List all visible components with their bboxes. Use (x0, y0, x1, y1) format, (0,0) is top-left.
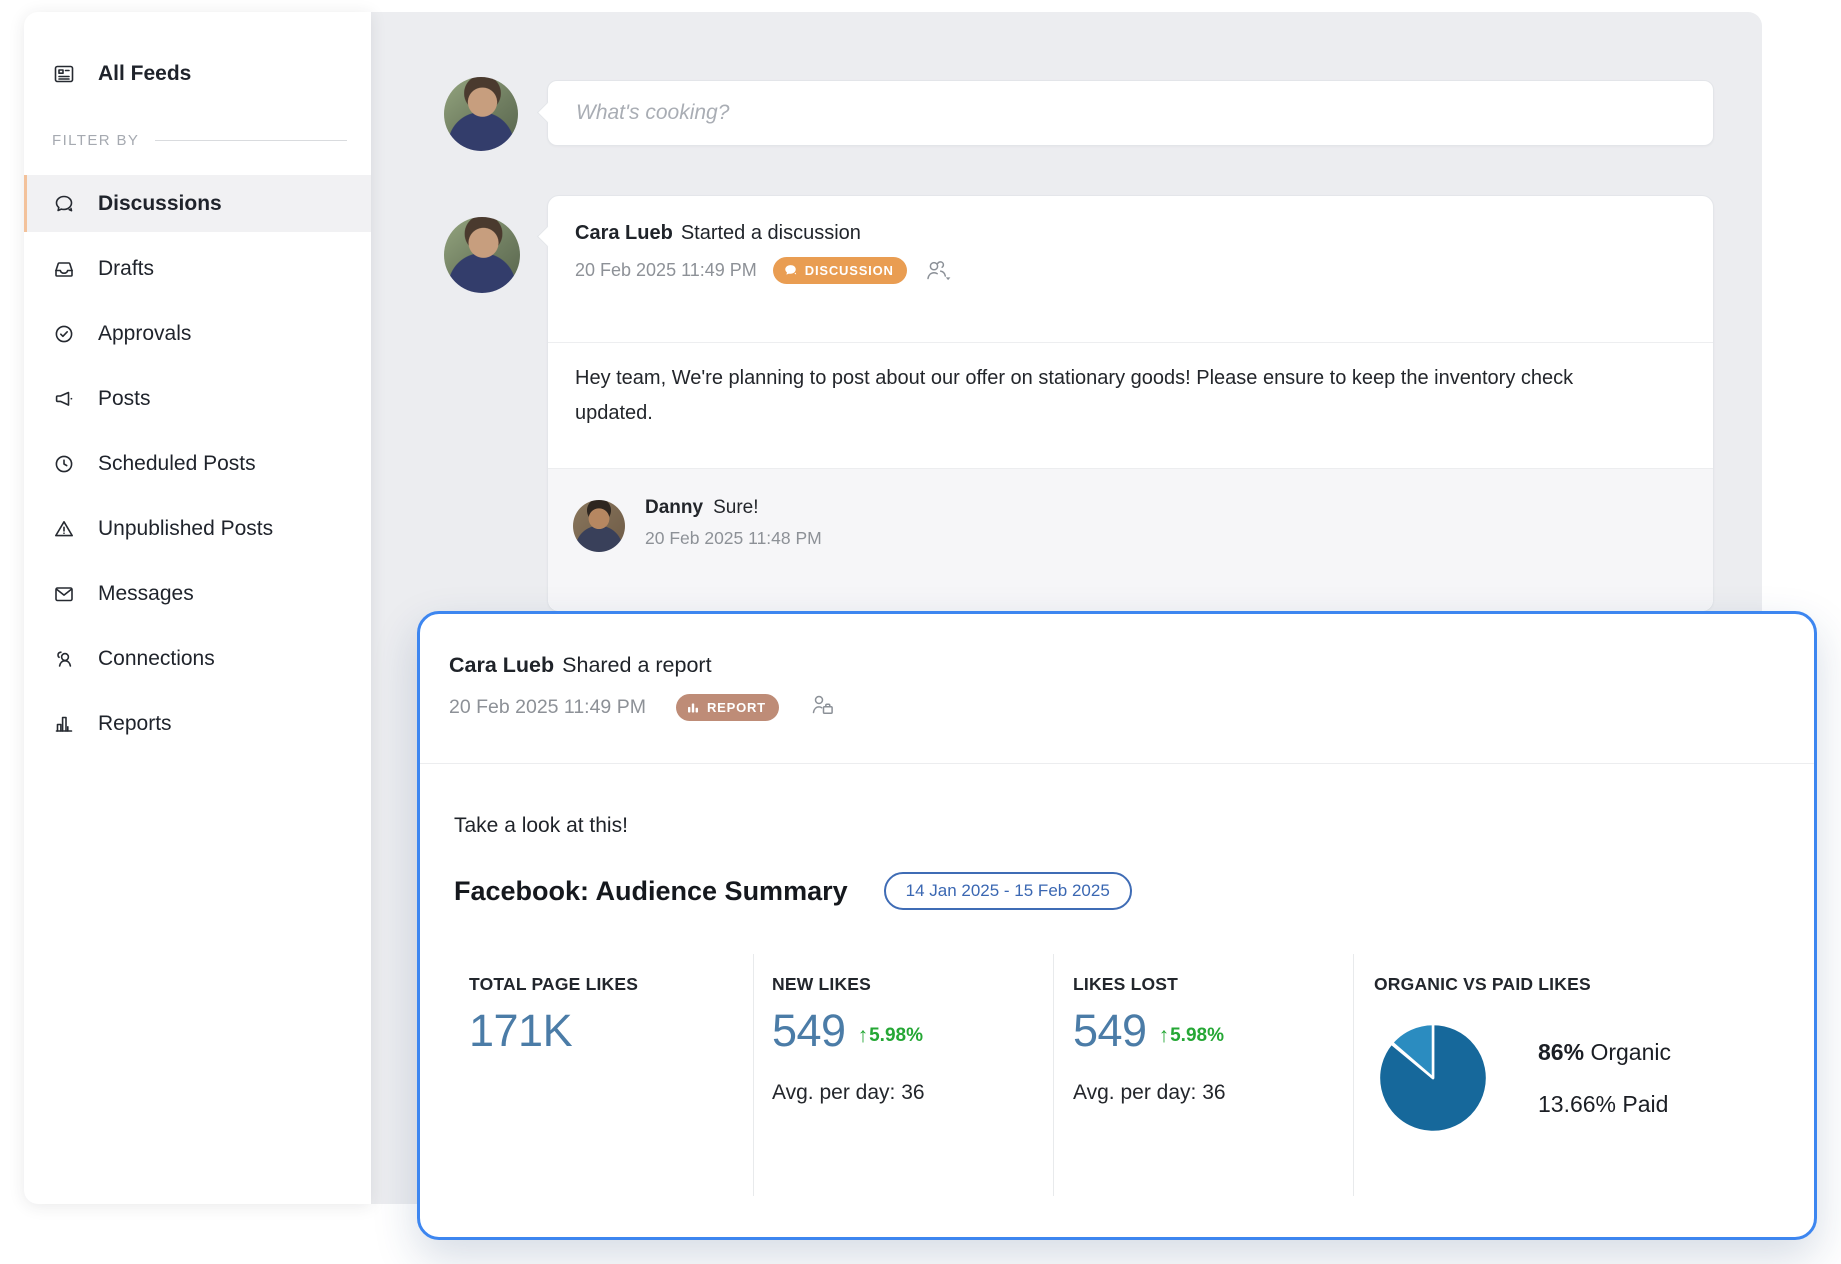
report-author-name[interactable]: Cara Lueb (449, 653, 555, 677)
up-arrow-icon: ↑ (1158, 1024, 1170, 1047)
all-feeds-icon (52, 62, 76, 86)
discussion-badge-label: DISCUSSION (804, 263, 894, 278)
bar-chart-icon (687, 703, 698, 712)
stat-average: Avg. per day: 36 (1073, 1081, 1226, 1104)
sidebar-item-label: Posts (98, 386, 151, 410)
shared-with-team-icon (809, 692, 837, 723)
report-divider (420, 763, 1814, 764)
filter-by-label: FILTER BY (52, 132, 140, 149)
sidebar-item-approvals[interactable]: Approvals (24, 305, 371, 362)
organic-paid-pie (1377, 1022, 1489, 1134)
sidebar-item-drafts[interactable]: Drafts (24, 240, 371, 297)
report-action-text: Shared a report (562, 653, 712, 677)
reply-author-avatar[interactable] (573, 500, 625, 552)
stat-label: ORGANIC VS PAID LIKES (1374, 974, 1591, 994)
discussion-timestamp: 20 Feb 2025 11:49 PM (575, 260, 757, 280)
reports-icon (52, 712, 76, 736)
sidebar-item-label: Discussions (98, 191, 222, 215)
report-badge: REPORT (675, 694, 779, 721)
sidebar-item-label: Unpublished Posts (98, 516, 274, 540)
report-stats: TOTAL PAGE LIKES 171K NEW LIKES 549 ↑ 5.… (420, 954, 1814, 1196)
filter-by-heading: FILTER BY (52, 132, 347, 149)
sidebar-item-label: Reports (98, 711, 172, 735)
discussions-icon (52, 192, 76, 216)
report-title: Facebook: Audience Summary (454, 875, 848, 906)
discussion-divider (548, 342, 1713, 343)
posts-icon (52, 387, 76, 411)
report-badge-label: REPORT (706, 700, 766, 715)
stat-new-likes: NEW LIKES 549 ↑ 5.98% Avg. per day: 36 (754, 954, 1054, 1196)
sidebar-item-all-feeds[interactable]: All Feeds (24, 46, 371, 102)
discussion-author-avatar[interactable] (444, 217, 520, 293)
discussion-card-tail (536, 225, 559, 248)
up-arrow-icon: ↑ (857, 1024, 869, 1047)
sidebar-item-unpublished-posts[interactable]: Unpublished Posts (24, 500, 371, 557)
messages-icon (52, 582, 76, 606)
report-card: Cara Lueb Shared a report 20 Feb 2025 11… (417, 611, 1817, 1240)
legend-paid: 13.66% Paid (1538, 1090, 1669, 1117)
stat-total-page-likes: TOTAL PAGE LIKES 171K (420, 954, 754, 1196)
sidebar-item-scheduled-posts[interactable]: Scheduled Posts (24, 435, 371, 492)
discussion-body: Hey team, We're planning to post about o… (575, 367, 1574, 424)
stat-delta: ↑ 5.98% (857, 1024, 923, 1047)
composer-input[interactable] (548, 81, 1713, 145)
report-intro-text: Take a look at this! (454, 814, 628, 837)
sidebar: All Feeds FILTER BY Discussions (24, 12, 371, 1204)
sidebar-item-connections[interactable]: Connections (24, 630, 371, 687)
stat-value: 549 (772, 1005, 846, 1056)
reply-timestamp: 20 Feb 2025 11:48 PM (645, 528, 822, 548)
stat-average: Avg. per day: 36 (772, 1081, 925, 1104)
stat-label: TOTAL PAGE LIKES (469, 974, 639, 994)
sidebar-item-label: All Feeds (98, 62, 192, 85)
approvals-icon (52, 322, 76, 346)
sidebar-item-messages[interactable]: Messages (24, 565, 371, 622)
discussion-author-name[interactable]: Cara Lueb (575, 222, 673, 244)
discussion-header: Cara Lueb Started a discussion 20 Feb 20… (575, 222, 953, 284)
sidebar-item-label: Drafts (98, 256, 155, 280)
report-timestamp: 20 Feb 2025 11:49 PM (449, 696, 646, 718)
sidebar-item-discussions[interactable]: Discussions (24, 175, 371, 232)
stat-value: 171K (469, 1005, 573, 1056)
discussion-card: Cara Lueb Started a discussion 20 Feb 20… (536, 195, 1714, 612)
stat-value: 549 (1073, 1005, 1147, 1056)
reply-author-name[interactable]: Danny (645, 497, 704, 518)
stat-delta: ↑ 5.98% (1158, 1024, 1224, 1047)
sidebar-item-label: Connections (98, 646, 215, 670)
legend-organic: 86% Organic (1538, 1038, 1671, 1065)
sidebar-nav: Discussions Drafts (24, 175, 371, 760)
discussion-action-text: Started a discussion (680, 222, 861, 244)
assign-members-icon[interactable] (923, 258, 953, 284)
scheduled-posts-icon (52, 452, 76, 476)
stat-organic-vs-paid: ORGANIC VS PAID LIKES 86% Organic 13.66%… (1354, 954, 1814, 1196)
reply-text: Sure! (713, 497, 759, 518)
report-header: Cara Lueb Shared a report 20 Feb 2025 11… (449, 653, 837, 723)
filter-by-rule (155, 140, 347, 141)
discussion-badge: DISCUSSION (772, 257, 907, 284)
stat-likes-lost: LIKES LOST 549 ↑ 5.98% Avg. per day: 36 (1054, 954, 1354, 1196)
sidebar-item-label: Scheduled Posts (98, 451, 256, 475)
composer-bubble (536, 80, 1714, 146)
stat-label: LIKES LOST (1073, 974, 1179, 994)
unpublished-posts-icon (52, 517, 76, 541)
discussion-reply: Danny Sure! 20 Feb 2025 11:48 PM (548, 468, 1713, 611)
stat-label: NEW LIKES (772, 974, 872, 994)
chat-bubble-icon (785, 265, 796, 275)
sidebar-item-label: Messages (98, 581, 194, 605)
current-user-avatar (444, 77, 518, 151)
sidebar-item-reports[interactable]: Reports (24, 695, 371, 752)
pie-legend: 86% Organic 13.66% Paid (1538, 1039, 1671, 1118)
connections-icon (52, 647, 76, 671)
date-range-pill[interactable]: 14 Jan 2025 - 15 Feb 2025 (883, 872, 1132, 910)
sidebar-item-posts[interactable]: Posts (24, 370, 371, 427)
sidebar-item-label: Approvals (98, 321, 192, 345)
drafts-icon (52, 257, 76, 281)
